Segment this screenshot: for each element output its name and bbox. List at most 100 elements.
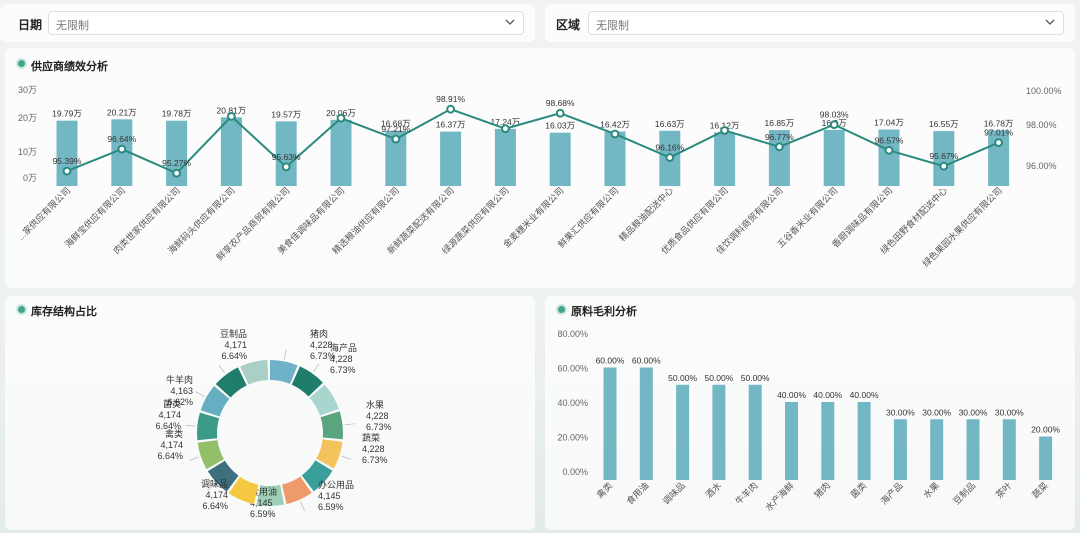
- margin-panel-title: 原料毛利分析: [571, 306, 637, 318]
- slice-label: 猪肉: [310, 328, 328, 339]
- rate-label: 97.21%: [381, 124, 410, 134]
- supplier-performance-chart: 0万 10万 20万 30万 96.00% 98.00% 100.00% 19.79万 20.2…: [15, 85, 1062, 269]
- title-dot-icon: [558, 306, 565, 313]
- y-tick-label: 30万: [18, 85, 37, 95]
- slice-label: 6.64%: [157, 451, 183, 461]
- donut-slice: [320, 411, 343, 440]
- y-tick-label: 10万: [18, 147, 37, 157]
- bar-value-label: 20.00%: [1031, 425, 1060, 435]
- bar: [166, 120, 188, 186]
- bar: [1039, 436, 1053, 480]
- bar-value-label: 50.00%: [668, 373, 697, 383]
- inventory-panel-title: 库存结构占比: [31, 306, 97, 318]
- rate-label: 96.57%: [875, 135, 904, 145]
- slice-label: 食用油: [250, 486, 277, 497]
- inventory-donut-chart: 猪肉4,2286.73%海产品4,2286.73%水果4,2286.73%蔬菜4…: [155, 328, 392, 519]
- slice-label: 6.64%: [221, 351, 247, 361]
- bar: [676, 384, 690, 480]
- slice-label: 海产品: [330, 342, 357, 353]
- leader-line: [189, 456, 200, 461]
- slice-label: 4,145: [318, 491, 341, 501]
- slice-label: 菌类: [163, 398, 181, 409]
- donut-slice: [316, 439, 343, 469]
- leader-line: [313, 363, 320, 373]
- slice-label: 4,228: [330, 354, 353, 364]
- bar: [385, 130, 407, 186]
- slice-label: 6.73%: [330, 365, 356, 375]
- bar-value-label: 20.21万: [107, 107, 137, 117]
- slice-label: 6.73%: [310, 351, 336, 361]
- slice-label: 6.64%: [155, 421, 181, 431]
- y-tick-label: 40.00%: [557, 398, 588, 408]
- donut-slice: [291, 366, 323, 397]
- date-filter-card: 日期 无限制: [0, 4, 535, 42]
- bar-value-label: 40.00%: [777, 390, 806, 400]
- bar: [893, 419, 907, 480]
- leader-line: [344, 423, 355, 426]
- category-label: 海鲜宝供应有限公司: [62, 185, 127, 250]
- slice-label: 6.62%: [167, 397, 193, 407]
- bar-value-label: 60.00%: [632, 356, 661, 366]
- bar: [712, 384, 726, 480]
- bar-value-label: 60.00%: [596, 356, 625, 366]
- bar-value-label: 16.68万: [381, 119, 411, 129]
- slice-label: 6.73%: [366, 422, 392, 432]
- slice-label: 禽类: [165, 428, 183, 439]
- bar-value-label: 16.03万: [545, 121, 575, 131]
- category-label: 调味品: [660, 480, 687, 507]
- region-select[interactable]: 无限制: [588, 11, 1064, 35]
- rate-label: 95.39%: [53, 156, 82, 166]
- donut-slice: [282, 476, 312, 505]
- category-label: ...家供应有限公司: [15, 185, 73, 243]
- rate-point: [665, 153, 675, 162]
- category-label: 蔬菜: [1029, 480, 1050, 501]
- category-label: 水产海鲜: [763, 480, 796, 513]
- slice-label: 4,174: [160, 440, 183, 450]
- rate-point: [172, 168, 182, 178]
- leader-line: [300, 501, 305, 511]
- slice-label: 豆制品: [220, 328, 247, 339]
- rate-point: [775, 142, 784, 152]
- rate-label: 95.67%: [929, 151, 958, 161]
- category-label: 金麦穗米业有限公司: [501, 185, 566, 250]
- supplier-panel-title: 供应商绩效分析: [31, 61, 108, 73]
- bar: [639, 367, 653, 480]
- rate-point: [884, 145, 894, 155]
- leader-line: [341, 455, 351, 460]
- donut-slice: [309, 384, 339, 416]
- chevron-down-icon: [505, 19, 515, 25]
- donut-slice: [301, 460, 333, 492]
- date-select[interactable]: 无限制: [48, 11, 524, 35]
- category-label: 牛羊肉: [733, 480, 760, 507]
- slice-label: 6.73%: [362, 455, 388, 465]
- category-label: 菌类: [848, 480, 869, 501]
- slice-label: 4,228: [362, 444, 385, 454]
- category-label: 精品粮油配送中心: [617, 185, 676, 244]
- bar: [330, 119, 352, 186]
- bar-value-label: 16.42万: [600, 119, 630, 129]
- slice-label: 水果: [366, 399, 384, 410]
- donut-slice: [228, 476, 259, 505]
- category-label: 食用油: [624, 480, 651, 507]
- slice-label: 4,145: [250, 498, 273, 508]
- bar: [604, 131, 626, 186]
- bar: [857, 402, 871, 480]
- rate-label: 97.01%: [984, 128, 1013, 138]
- slice-label: 蔬菜: [362, 432, 380, 443]
- slice-label: 办公用品: [318, 479, 354, 490]
- bar-value-label: 17.04万: [874, 117, 904, 127]
- rate-label: 95.27%: [162, 158, 191, 168]
- bar-value-label: 17.24万: [491, 117, 521, 127]
- y2-tick-label: 98.00%: [1026, 120, 1057, 130]
- category-label: 五谷香米业有限公司: [775, 185, 840, 250]
- slice-label: 4,171: [224, 340, 247, 350]
- leader-line: [185, 424, 196, 427]
- leader-line: [218, 364, 226, 374]
- rate-point: [994, 138, 1003, 148]
- rate-point: [501, 124, 510, 134]
- rate-point: [720, 126, 729, 135]
- y-tick-label: 0万: [23, 173, 37, 183]
- bar-value-label: 20.06万: [326, 108, 356, 118]
- bar-value-label: 40.00%: [850, 390, 879, 400]
- bar-value-label: 16.85万: [765, 118, 795, 128]
